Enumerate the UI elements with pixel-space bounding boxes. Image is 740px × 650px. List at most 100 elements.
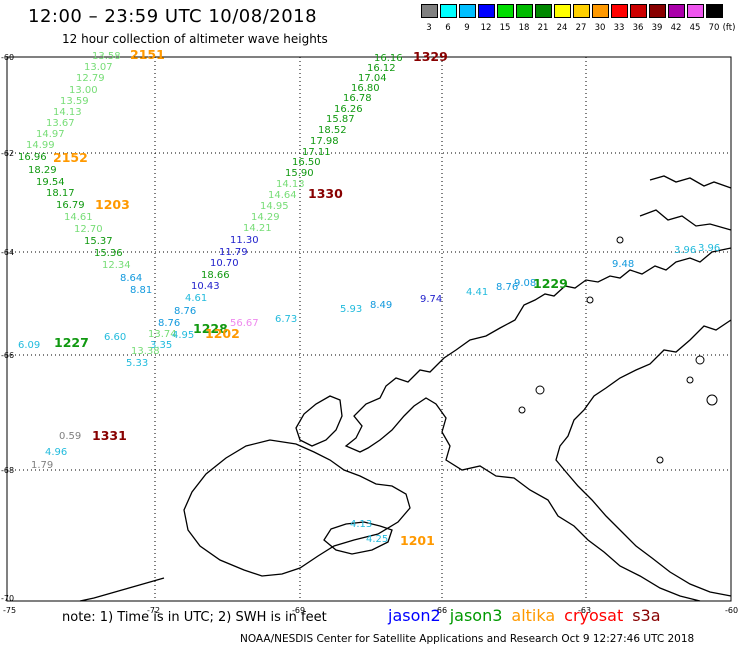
lat-tick-label: -70 xyxy=(1,594,14,603)
wave-height-value: 18.17 xyxy=(46,188,75,199)
wave-height-value: 16.80 xyxy=(351,83,380,94)
legend-label: 39 xyxy=(651,23,663,33)
graticule xyxy=(7,57,731,601)
wave-height-value: 8.49 xyxy=(370,300,392,311)
legend-label: 42 xyxy=(670,23,682,33)
wave-height-value: 4.41 xyxy=(466,287,488,298)
legend-label: 21 xyxy=(537,23,549,33)
legend-label: 12 xyxy=(480,23,492,33)
legend-swatch xyxy=(668,4,685,18)
satellite-name: cryosat xyxy=(564,606,624,625)
wave-height-value: 14.21 xyxy=(243,223,272,234)
lat-tick-label: -62 xyxy=(1,149,14,158)
wave-height-value: 4.25 xyxy=(366,534,388,545)
wave-height-value: 14.61 xyxy=(64,212,93,223)
pass-time-label: 1329 xyxy=(413,49,448,64)
wave-height-value: 3.35 xyxy=(150,340,172,351)
legend-swatch xyxy=(592,4,609,18)
legend-swatch xyxy=(649,4,666,18)
legend-label: 27 xyxy=(575,23,587,33)
footer-note: note: 1) Time is in UTC; 2) SWH is in fe… xyxy=(62,610,327,625)
wave-height-value: 15.87 xyxy=(326,114,355,125)
lat-tick-label: -60 xyxy=(1,53,14,62)
lon-tick-label: -72 xyxy=(147,606,160,615)
satellite-legend: jason2 jason3 altika cryosat s3a xyxy=(388,606,670,625)
satellite-name: altika xyxy=(511,606,556,625)
legend-swatch xyxy=(516,4,533,18)
wave-height-value: 18.29 xyxy=(28,165,57,176)
wave-height-value: 14.95 xyxy=(260,201,289,212)
legend-swatch xyxy=(611,4,628,18)
wave-height-value: 14.64 xyxy=(268,190,297,201)
wave-height-value: 14.99 xyxy=(26,140,55,151)
wave-height-value: 16.50 xyxy=(292,157,321,168)
map-title: 12:00 – 23:59 UTC 10/08/2018 xyxy=(28,6,318,27)
wave-height-value: 13.67 xyxy=(46,118,75,129)
pass-time-label: 1202 xyxy=(205,326,240,341)
wave-height-value: 10.70 xyxy=(210,258,239,269)
wave-height-value: 5.33 xyxy=(126,358,148,369)
wave-height-value: 8.64 xyxy=(120,273,142,284)
lat-tick-label: -64 xyxy=(1,248,14,257)
wave-height-value: 4.96 xyxy=(45,447,67,458)
wave-height-value: 4.13 xyxy=(350,519,372,530)
pass-time-label: 1228 xyxy=(193,321,228,336)
wave-height-value: 13.58 xyxy=(92,51,121,62)
legend-label: 24 xyxy=(556,23,568,33)
wave-height-value: 17.11 xyxy=(302,147,331,158)
legend-label: 70 xyxy=(708,23,720,33)
legend-label: 3 xyxy=(426,23,432,33)
legend-swatch xyxy=(554,4,571,18)
wave-height-value: 18.66 xyxy=(201,270,230,281)
wave-height-value: 13.07 xyxy=(84,62,113,73)
pass-time-label: 1201 xyxy=(400,533,435,548)
wave-height-value: 16.79 xyxy=(56,200,85,211)
legend-swatch xyxy=(687,4,704,18)
wave-height-value: 14.13 xyxy=(53,107,82,118)
wave-height-value: 9.08 xyxy=(514,278,536,289)
pass-time-label: 1229 xyxy=(533,276,568,291)
wave-height-value: 15.90 xyxy=(285,168,314,179)
legend-label: 6 xyxy=(445,23,451,33)
latitude-labels: -60 -62 -64 -66 -68 -70 xyxy=(1,53,14,603)
legend-swatch xyxy=(497,4,514,18)
wave-height-value: 11.30 xyxy=(230,235,259,246)
pass-time-label: 1331 xyxy=(92,428,127,443)
wave-height-value: 13.38 xyxy=(131,346,160,357)
antarctic-peninsula-coastline xyxy=(79,175,732,602)
pass-time-label: 1330 xyxy=(308,186,343,201)
legend-label: 36 xyxy=(632,23,644,33)
wave-height-value: 16.26 xyxy=(334,104,363,115)
observations: 13.5813.0712.7913.0013.5914.1313.6714.97… xyxy=(18,47,720,548)
pass-time-label: 2151 xyxy=(130,47,165,62)
satellite-name: jason2 xyxy=(388,606,441,625)
wave-height-value: 0.59 xyxy=(59,431,81,442)
wave-height-value: 3.96 xyxy=(674,245,696,256)
lat-tick-label: -68 xyxy=(1,466,14,475)
legend-swatch xyxy=(421,4,438,18)
legend-swatch xyxy=(459,4,476,18)
lon-tick-label: -63 xyxy=(578,606,591,615)
longitude-labels: -75 -72 -69 -66 -63 -60 xyxy=(3,606,738,615)
lon-tick-label: -75 xyxy=(3,606,16,615)
wave-height-value: 12.70 xyxy=(74,224,103,235)
wave-height-value: 9.48 xyxy=(612,259,634,270)
wave-height-value: 9.74 xyxy=(420,294,442,305)
wave-height-value: 12.34 xyxy=(102,260,131,271)
wave-height-value: 5.93 xyxy=(340,304,362,315)
wave-height-value: 14.29 xyxy=(251,212,280,223)
wave-height-value: 3.96 xyxy=(698,243,720,254)
wave-height-value: 10.43 xyxy=(191,281,220,292)
map-subtitle: 12 hour collection of altimeter wave hei… xyxy=(62,32,328,46)
wave-height-value: 56.67 xyxy=(230,318,259,329)
legend-swatch xyxy=(535,4,552,18)
wave-height-value: 8.76 xyxy=(496,282,518,293)
wave-height-value: 17.04 xyxy=(358,73,387,84)
legend-swatch xyxy=(478,4,495,18)
legend-label: 15 xyxy=(499,23,511,33)
wave-height-value: 16.12 xyxy=(367,63,396,74)
wave-height-value: 17.98 xyxy=(310,136,339,147)
wave-height-value: 8.81 xyxy=(130,285,152,296)
wave-height-value: 14.13 xyxy=(276,179,305,190)
